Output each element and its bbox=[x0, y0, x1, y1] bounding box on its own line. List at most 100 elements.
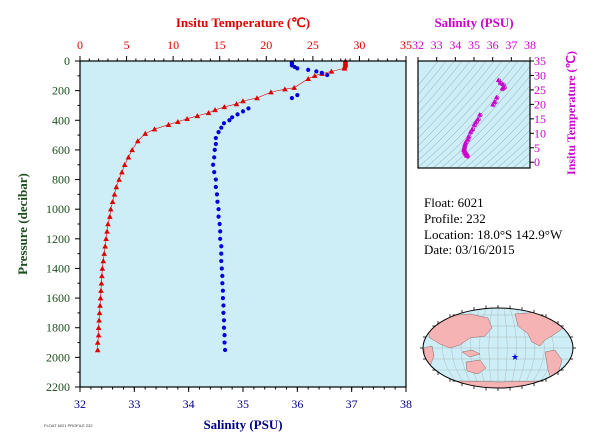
salinity-point bbox=[319, 70, 324, 75]
density-contour-line bbox=[418, 61, 455, 105]
salinity-point bbox=[227, 118, 232, 123]
pressure-tick-label: 1000 bbox=[46, 202, 70, 216]
ts-temperature-tick-label: 25 bbox=[534, 83, 546, 97]
salinity-tick-label: 34 bbox=[183, 397, 195, 411]
temperature-tick-label: 35 bbox=[400, 38, 412, 52]
temperature-point bbox=[221, 104, 228, 110]
ts-plot-background bbox=[418, 61, 530, 168]
salinity-point bbox=[221, 318, 227, 323]
temperature-point bbox=[240, 98, 246, 104]
profile-number: Profile: 232 bbox=[424, 211, 486, 226]
salinity-point bbox=[217, 221, 222, 227]
temperature-point bbox=[305, 75, 311, 82]
temperature-point bbox=[95, 332, 102, 338]
temperature-point bbox=[311, 73, 318, 79]
pressure-tick-label: 0 bbox=[64, 54, 70, 68]
salinity-point bbox=[213, 135, 218, 141]
density-contour-line bbox=[556, 41, 601, 178]
map-frame-ticks bbox=[420, 305, 576, 391]
salinity-point bbox=[216, 130, 221, 135]
temperature-point bbox=[104, 228, 110, 234]
ts-temperature-tick-label: 0 bbox=[534, 155, 540, 169]
temperature-point bbox=[98, 280, 105, 286]
main-plot-series bbox=[94, 58, 349, 353]
pressure-tick-label: 2000 bbox=[46, 350, 70, 364]
temperature-point bbox=[129, 147, 135, 153]
temperature-point bbox=[175, 118, 181, 124]
salinity-point bbox=[306, 67, 311, 72]
temperature-point bbox=[97, 302, 103, 308]
density-contour-line bbox=[418, 61, 511, 161]
temperature-point bbox=[151, 126, 158, 132]
temperature-point bbox=[184, 115, 190, 122]
ts-salinity-tick-label: 37 bbox=[505, 38, 517, 52]
map-graticule bbox=[423, 308, 573, 388]
salinity-point bbox=[220, 281, 225, 286]
salinity-point bbox=[219, 258, 224, 264]
density-contour-line bbox=[418, 61, 503, 154]
ts-temperature-tick-label: 15 bbox=[534, 112, 546, 126]
ts-point-circle bbox=[466, 137, 471, 142]
antarctica-landmass bbox=[424, 380, 573, 388]
temperature-point bbox=[291, 84, 298, 90]
salinity-point bbox=[218, 229, 223, 234]
temperature-point bbox=[105, 221, 111, 227]
pressure-tick-label: 1600 bbox=[46, 291, 70, 305]
map-meridian-line bbox=[488, 308, 493, 388]
salinity-tick-label: 36 bbox=[291, 397, 303, 411]
australia-landmass bbox=[465, 359, 487, 375]
ts-temperature-tick-label: 5 bbox=[534, 141, 540, 155]
ts-point-circle bbox=[493, 99, 498, 105]
temperature-point bbox=[95, 324, 102, 330]
ts-point-circle bbox=[465, 154, 470, 159]
salinity-point bbox=[218, 236, 223, 241]
temperature-tick-label: 25 bbox=[307, 38, 319, 52]
temperature-point bbox=[99, 273, 105, 279]
temperature-point bbox=[205, 110, 212, 116]
salinity-tick-label: 35 bbox=[237, 397, 249, 411]
salinity-tick-label: 32 bbox=[74, 397, 86, 411]
temperature-tick-label: 5 bbox=[124, 38, 130, 52]
temperature-point bbox=[121, 161, 128, 167]
temperature-point bbox=[97, 295, 104, 301]
salinity-point bbox=[295, 92, 300, 98]
salinity-point bbox=[240, 109, 246, 114]
temperature-tick-label: 20 bbox=[260, 38, 272, 52]
ts-point-circle bbox=[470, 127, 476, 132]
temperature-point bbox=[142, 130, 148, 136]
salinity-point bbox=[211, 162, 216, 167]
ts-temperature-tick-label: 35 bbox=[534, 54, 546, 68]
temperature-tick-label: 15 bbox=[214, 38, 226, 52]
main-plot-axes: 0 5 10 15 20 25 30 35 32 33 34 35 36 37 38 0 200 400 600 80… bbox=[46, 38, 412, 411]
density-contour-line bbox=[418, 61, 495, 147]
temperature-point bbox=[134, 138, 141, 144]
main-plot-background bbox=[80, 61, 406, 387]
temperature-point bbox=[94, 347, 101, 353]
temperature-axis-title: Insitu Temperature (℃) bbox=[176, 15, 310, 30]
salinity-point bbox=[215, 199, 220, 204]
salinity-point bbox=[220, 288, 225, 293]
temperature-tick-label: 10 bbox=[167, 38, 179, 52]
salinity-tick-label: 38 bbox=[400, 397, 412, 411]
salinity-point bbox=[219, 125, 224, 130]
temperature-point bbox=[328, 68, 335, 74]
temperature-point bbox=[103, 236, 109, 242]
ts-salinity-tick-label: 36 bbox=[487, 38, 499, 52]
density-contour-line bbox=[418, 61, 439, 86]
temperature-tick-label: 0 bbox=[77, 38, 83, 52]
temperature-point bbox=[341, 65, 348, 71]
star-icon: ★ bbox=[511, 353, 519, 363]
salinity-point bbox=[213, 141, 218, 147]
pressure-tick-label: 200 bbox=[52, 84, 70, 98]
map-meridian-line bbox=[509, 308, 517, 388]
temperature-point bbox=[125, 154, 132, 160]
ts-point-circle bbox=[467, 134, 472, 139]
salinity-point bbox=[213, 177, 218, 182]
ts-temperature-axis-title: Insitu Temperature (℃) bbox=[564, 51, 578, 175]
temperature-point bbox=[194, 113, 201, 119]
salinity-point bbox=[325, 72, 330, 78]
temperature-point bbox=[282, 86, 288, 92]
pressure-tick-label: 1800 bbox=[46, 321, 70, 335]
temperature-point bbox=[111, 191, 118, 197]
